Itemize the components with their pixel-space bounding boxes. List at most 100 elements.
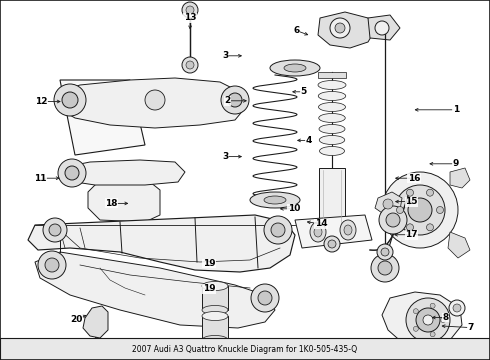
Circle shape xyxy=(426,189,434,196)
Text: 15: 15 xyxy=(405,197,418,206)
Text: 3: 3 xyxy=(222,51,228,60)
Ellipse shape xyxy=(344,225,352,235)
Text: 17: 17 xyxy=(405,230,418,239)
Text: 1: 1 xyxy=(453,105,459,114)
Bar xyxy=(202,286,228,310)
Polygon shape xyxy=(83,306,108,338)
Text: 8: 8 xyxy=(443,313,449,322)
Text: 5: 5 xyxy=(301,87,307,96)
Text: 13: 13 xyxy=(184,13,196,22)
Text: 16: 16 xyxy=(408,174,420,183)
Circle shape xyxy=(43,218,67,242)
Ellipse shape xyxy=(319,113,345,122)
Circle shape xyxy=(414,309,418,314)
Circle shape xyxy=(414,326,418,331)
Ellipse shape xyxy=(318,103,345,112)
Text: 19: 19 xyxy=(203,284,216,293)
Circle shape xyxy=(377,244,393,260)
Polygon shape xyxy=(58,78,245,128)
Ellipse shape xyxy=(314,227,322,237)
Ellipse shape xyxy=(264,196,286,204)
Polygon shape xyxy=(60,80,145,155)
Circle shape xyxy=(182,57,198,73)
Circle shape xyxy=(371,254,399,282)
Circle shape xyxy=(65,166,79,180)
Circle shape xyxy=(45,258,59,272)
Circle shape xyxy=(271,223,285,237)
Circle shape xyxy=(330,18,350,38)
Circle shape xyxy=(430,303,435,308)
Circle shape xyxy=(58,159,86,187)
Circle shape xyxy=(228,93,242,107)
Bar xyxy=(318,72,346,78)
Polygon shape xyxy=(450,168,470,188)
Text: 2: 2 xyxy=(225,96,231,105)
Ellipse shape xyxy=(250,192,300,208)
Circle shape xyxy=(378,261,392,275)
Polygon shape xyxy=(35,252,275,328)
Circle shape xyxy=(145,90,165,110)
Text: 19: 19 xyxy=(203,259,216,268)
Circle shape xyxy=(426,224,434,231)
Polygon shape xyxy=(375,192,402,215)
Bar xyxy=(202,316,228,340)
Circle shape xyxy=(379,206,407,234)
Circle shape xyxy=(335,23,345,33)
Ellipse shape xyxy=(318,91,346,100)
Polygon shape xyxy=(318,12,375,48)
Polygon shape xyxy=(88,178,160,222)
Text: 18: 18 xyxy=(105,199,118,208)
Text: 9: 9 xyxy=(452,159,459,168)
Ellipse shape xyxy=(284,64,306,72)
Polygon shape xyxy=(448,232,470,258)
Text: 20: 20 xyxy=(70,315,82,324)
Ellipse shape xyxy=(310,222,326,242)
Text: 14: 14 xyxy=(315,219,327,228)
Bar xyxy=(319,168,345,238)
Ellipse shape xyxy=(270,60,320,76)
Circle shape xyxy=(221,86,249,114)
Ellipse shape xyxy=(202,336,228,345)
Circle shape xyxy=(407,224,414,231)
Circle shape xyxy=(182,2,198,18)
Circle shape xyxy=(49,224,61,236)
Circle shape xyxy=(251,284,279,312)
Circle shape xyxy=(186,6,194,14)
Text: 12: 12 xyxy=(35,97,48,106)
Circle shape xyxy=(264,216,292,244)
Ellipse shape xyxy=(202,311,228,320)
Circle shape xyxy=(258,291,272,305)
Circle shape xyxy=(54,84,86,116)
Circle shape xyxy=(430,332,435,337)
Ellipse shape xyxy=(340,220,356,240)
Ellipse shape xyxy=(319,147,344,156)
Ellipse shape xyxy=(202,305,228,315)
Polygon shape xyxy=(368,15,400,40)
Circle shape xyxy=(186,61,194,69)
Polygon shape xyxy=(60,160,185,185)
Circle shape xyxy=(437,207,443,213)
Text: 11: 11 xyxy=(34,174,47,183)
Text: 6: 6 xyxy=(294,26,299,35)
Circle shape xyxy=(383,199,393,209)
Circle shape xyxy=(395,185,445,235)
Bar xyxy=(0,338,490,360)
Circle shape xyxy=(423,315,433,325)
Polygon shape xyxy=(295,215,372,248)
Circle shape xyxy=(375,21,389,35)
Circle shape xyxy=(382,172,458,248)
Polygon shape xyxy=(28,215,295,272)
Ellipse shape xyxy=(202,282,228,291)
Circle shape xyxy=(386,213,400,227)
Text: 2007 Audi A3 Quattro Knuckle Diagram for 1K0-505-435-Q: 2007 Audi A3 Quattro Knuckle Diagram for… xyxy=(132,345,358,354)
Circle shape xyxy=(449,300,465,316)
Circle shape xyxy=(38,251,66,279)
Ellipse shape xyxy=(318,81,346,90)
Circle shape xyxy=(453,304,461,312)
Circle shape xyxy=(324,236,340,252)
Circle shape xyxy=(381,248,389,256)
Circle shape xyxy=(407,189,414,196)
Ellipse shape xyxy=(319,135,345,144)
Text: 3: 3 xyxy=(222,152,228,161)
Circle shape xyxy=(406,298,450,342)
